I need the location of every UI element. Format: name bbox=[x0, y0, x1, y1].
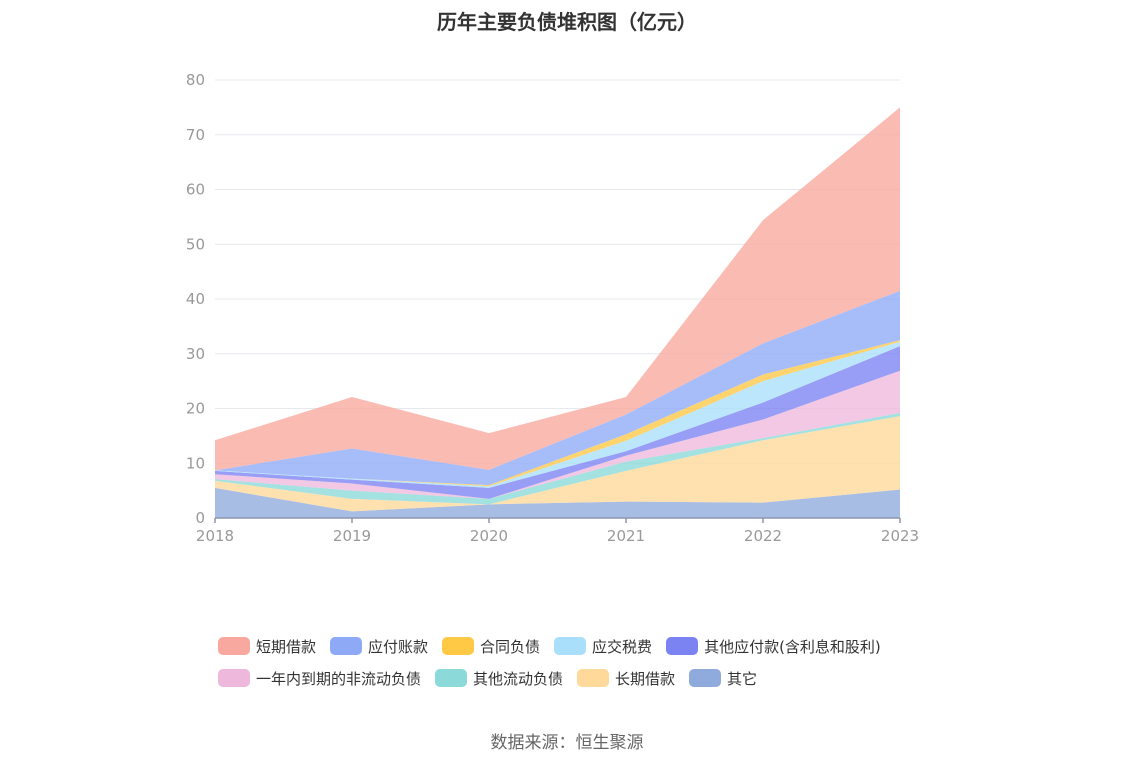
stacked-area-chart: 0 10 20 30 40 50 60 70 80 2018 2019 2020 2021 2022 202… bbox=[186, 71, 919, 545]
y-tick-label: 50 bbox=[186, 235, 205, 253]
legend-label: 其他应付款(含利息和股利) bbox=[704, 637, 881, 656]
legend-swatch bbox=[442, 637, 475, 655]
legend-item[interactable]: 其他应付款(含利息和股利) bbox=[666, 636, 881, 657]
y-tick-label: 60 bbox=[186, 181, 205, 199]
legend-label: 短期借款 bbox=[256, 637, 317, 656]
legend-label: 应交税费 bbox=[592, 637, 653, 656]
y-tick-label: 10 bbox=[186, 454, 205, 472]
axes: 0 10 20 30 40 50 60 70 80 2018 2019 2020 2021 2022 202… bbox=[186, 71, 919, 545]
legend-item[interactable]: 合同负债 bbox=[442, 636, 540, 657]
legend: 短期借款 应付账款 合同负债 应交税费 其他应付款(含利息和股利) 一年内到期的非流动负债… bbox=[218, 630, 938, 694]
y-tick-label: 70 bbox=[186, 126, 205, 144]
y-tick-label: 0 bbox=[195, 509, 205, 527]
legend-item[interactable]: 其它 bbox=[689, 668, 757, 689]
legend-swatch bbox=[218, 669, 250, 687]
legend-label: 其他流动负债 bbox=[473, 669, 564, 688]
y-tick-label: 20 bbox=[186, 400, 205, 418]
legend-swatch bbox=[330, 637, 363, 655]
legend-label: 应付账款 bbox=[368, 637, 429, 656]
x-tick-label: 2022 bbox=[744, 527, 782, 545]
legend-label: 其它 bbox=[727, 669, 758, 688]
x-tick-label: 2021 bbox=[607, 527, 645, 545]
legend-item[interactable]: 一年内到期的非流动负债 bbox=[218, 668, 421, 689]
legend-row: 一年内到期的非流动负债 其他流动负债 长期借款 其它 bbox=[218, 662, 938, 694]
legend-label: 一年内到期的非流动负债 bbox=[256, 669, 422, 688]
legend-swatch bbox=[577, 669, 610, 687]
legend-swatch bbox=[554, 637, 587, 655]
y-tick-label: 30 bbox=[186, 345, 205, 363]
legend-item[interactable]: 应付账款 bbox=[330, 636, 428, 657]
area-series bbox=[215, 107, 900, 518]
legend-label: 合同负债 bbox=[480, 637, 541, 656]
x-tick-label: 2023 bbox=[881, 527, 919, 545]
legend-label: 长期借款 bbox=[615, 669, 676, 688]
y-tick-label: 40 bbox=[186, 290, 205, 308]
legend-row: 短期借款 应付账款 合同负债 应交税费 其他应付款(含利息和股利) bbox=[218, 630, 938, 662]
legend-item[interactable]: 其他流动负债 bbox=[435, 668, 563, 689]
legend-swatch bbox=[218, 637, 250, 655]
legend-item[interactable]: 短期借款 bbox=[218, 636, 316, 657]
legend-item[interactable]: 应交税费 bbox=[554, 636, 652, 657]
x-tick-label: 2019 bbox=[333, 527, 371, 545]
legend-swatch bbox=[666, 637, 699, 655]
data-source: 数据来源：恒生聚源 bbox=[490, 733, 644, 753]
legend-swatch bbox=[689, 669, 722, 687]
legend-swatch bbox=[435, 669, 468, 687]
legend-item[interactable]: 长期借款 bbox=[577, 668, 675, 689]
y-tick-label: 80 bbox=[186, 71, 205, 89]
chart-title: 历年主要负债堆积图（亿元） bbox=[437, 10, 697, 34]
area-2 bbox=[215, 412, 900, 505]
x-tick-label: 2020 bbox=[470, 527, 508, 545]
x-tick-label: 2018 bbox=[196, 527, 234, 545]
area-8 bbox=[215, 107, 900, 471]
area-7 bbox=[215, 290, 900, 486]
area-3 bbox=[215, 370, 900, 499]
area-1 bbox=[215, 416, 900, 512]
